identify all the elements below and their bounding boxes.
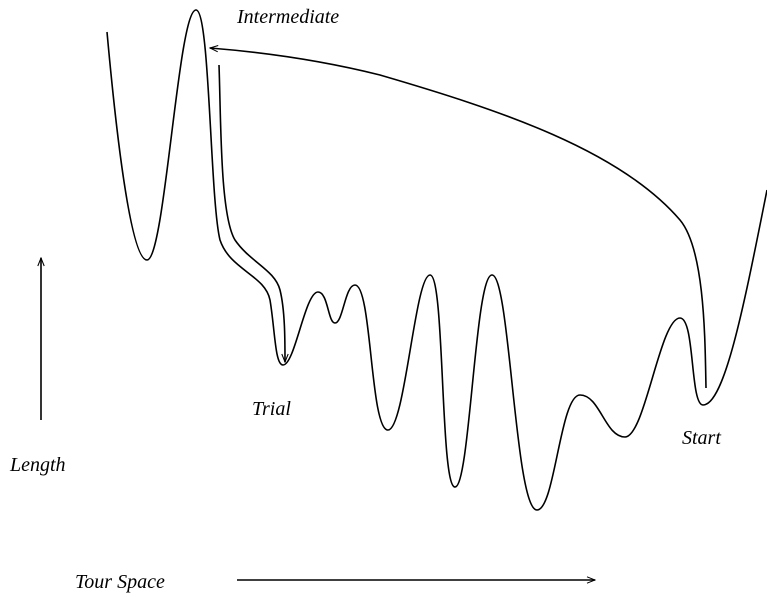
- y-axis-label: Length: [9, 454, 66, 476]
- trial-label: Trial: [252, 398, 291, 420]
- trial-arrow: [218, 64, 285, 362]
- x-axis-label: Tour Space: [75, 571, 165, 593]
- fitness-landscape: [106, 9, 767, 511]
- intermediate-label: Intermediate: [236, 6, 339, 28]
- kick-arrow: [210, 48, 707, 389]
- start-label: Start: [682, 427, 721, 449]
